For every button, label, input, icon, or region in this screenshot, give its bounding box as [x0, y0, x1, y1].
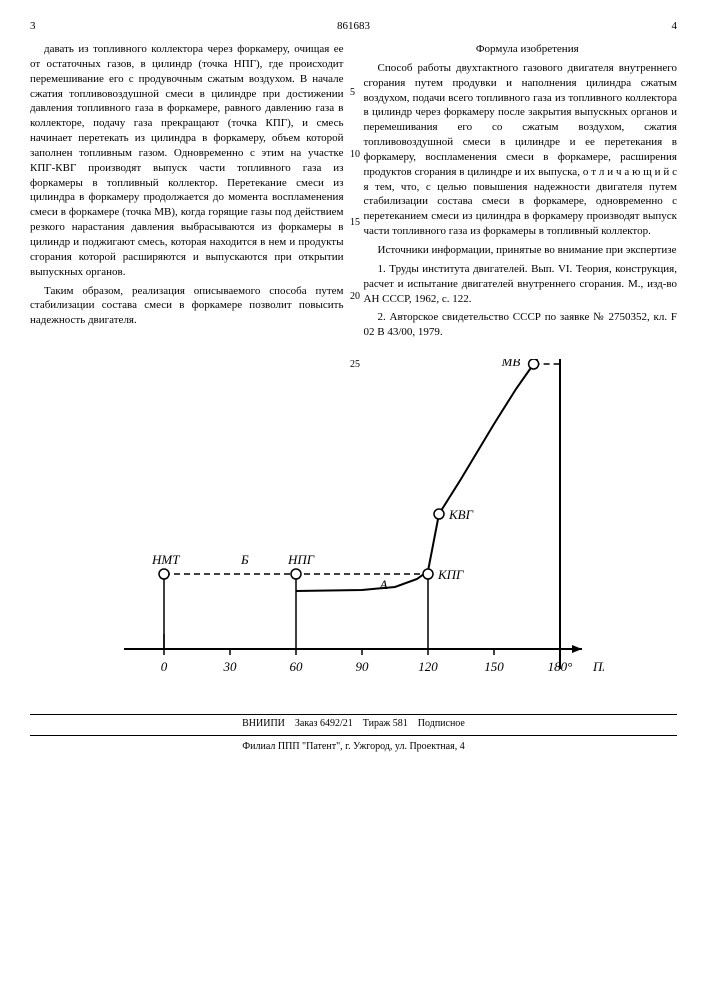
right-column: Формула изобретения Способ работы двухта…	[364, 42, 678, 344]
svg-text:КВГ: КВГ	[448, 507, 474, 522]
svg-text:120: 120	[418, 659, 438, 674]
formula-title: Формула изобретения	[364, 42, 678, 57]
sources-title: Источники информации, принятые во вниман…	[364, 243, 678, 258]
footer-line-1: ВНИИПИ Заказ 6492/21 Тираж 581 Подписное	[30, 715, 677, 733]
line-number: 20	[350, 292, 360, 302]
svg-text:180°: 180°	[547, 659, 572, 674]
right-paragraph-1: Способ работы двухтактного газового двиг…	[364, 61, 678, 239]
footer-order: Заказ 6492/21	[295, 718, 353, 729]
svg-text:0: 0	[160, 659, 167, 674]
left-paragraph-2: Таким образом, реализация описываемого с…	[30, 284, 344, 329]
header-row: 3 861683 4	[30, 20, 677, 32]
line-number: 25	[350, 360, 360, 370]
pressure-chart: 0306090120150180°ПКВPНМТНПГКПГКВГМВВМТБА	[104, 359, 604, 699]
svg-text:150: 150	[484, 659, 504, 674]
page: 3 861683 4 давать из топливного коллекто…	[0, 0, 707, 1000]
svg-text:90: 90	[355, 659, 369, 674]
svg-text:МВ: МВ	[500, 359, 520, 369]
footer-subscr: Подписное	[418, 718, 465, 729]
svg-text:А: А	[378, 577, 387, 592]
svg-text:НМТ: НМТ	[151, 552, 180, 567]
page-number-right: 4	[672, 20, 678, 32]
footer-org: ВНИИПИ	[242, 718, 285, 729]
footer: ВНИИПИ Заказ 6492/21 Тираж 581 Подписное…	[30, 714, 677, 756]
footer-tirage: Тираж 581	[363, 718, 408, 729]
svg-text:КПГ: КПГ	[437, 567, 464, 582]
source-2: 2. Авторское свидетельство СССР по заявк…	[364, 310, 678, 340]
chart-area: 0306090120150180°ПКВPНМТНПГКПГКВГМВВМТБА	[30, 359, 677, 699]
left-paragraph-1: давать из топливного коллектора через фо…	[30, 42, 344, 280]
line-number: 15	[350, 218, 360, 228]
svg-text:60: 60	[289, 659, 303, 674]
footer-line-2: Филиал ППП "Патент", г. Ужгород, ул. Про…	[30, 738, 677, 756]
source-1: 1. Труды института двигателей. Вып. VI. …	[364, 262, 678, 307]
line-number: 5	[350, 88, 355, 98]
svg-text:НПГ: НПГ	[287, 552, 315, 567]
svg-text:Б: Б	[240, 552, 249, 567]
svg-text:30: 30	[222, 659, 237, 674]
left-column: давать из топливного коллектора через фо…	[30, 42, 344, 344]
svg-text:ПКВ: ПКВ	[592, 659, 604, 674]
line-number: 10	[350, 150, 360, 160]
patent-number: 861683	[36, 20, 672, 32]
